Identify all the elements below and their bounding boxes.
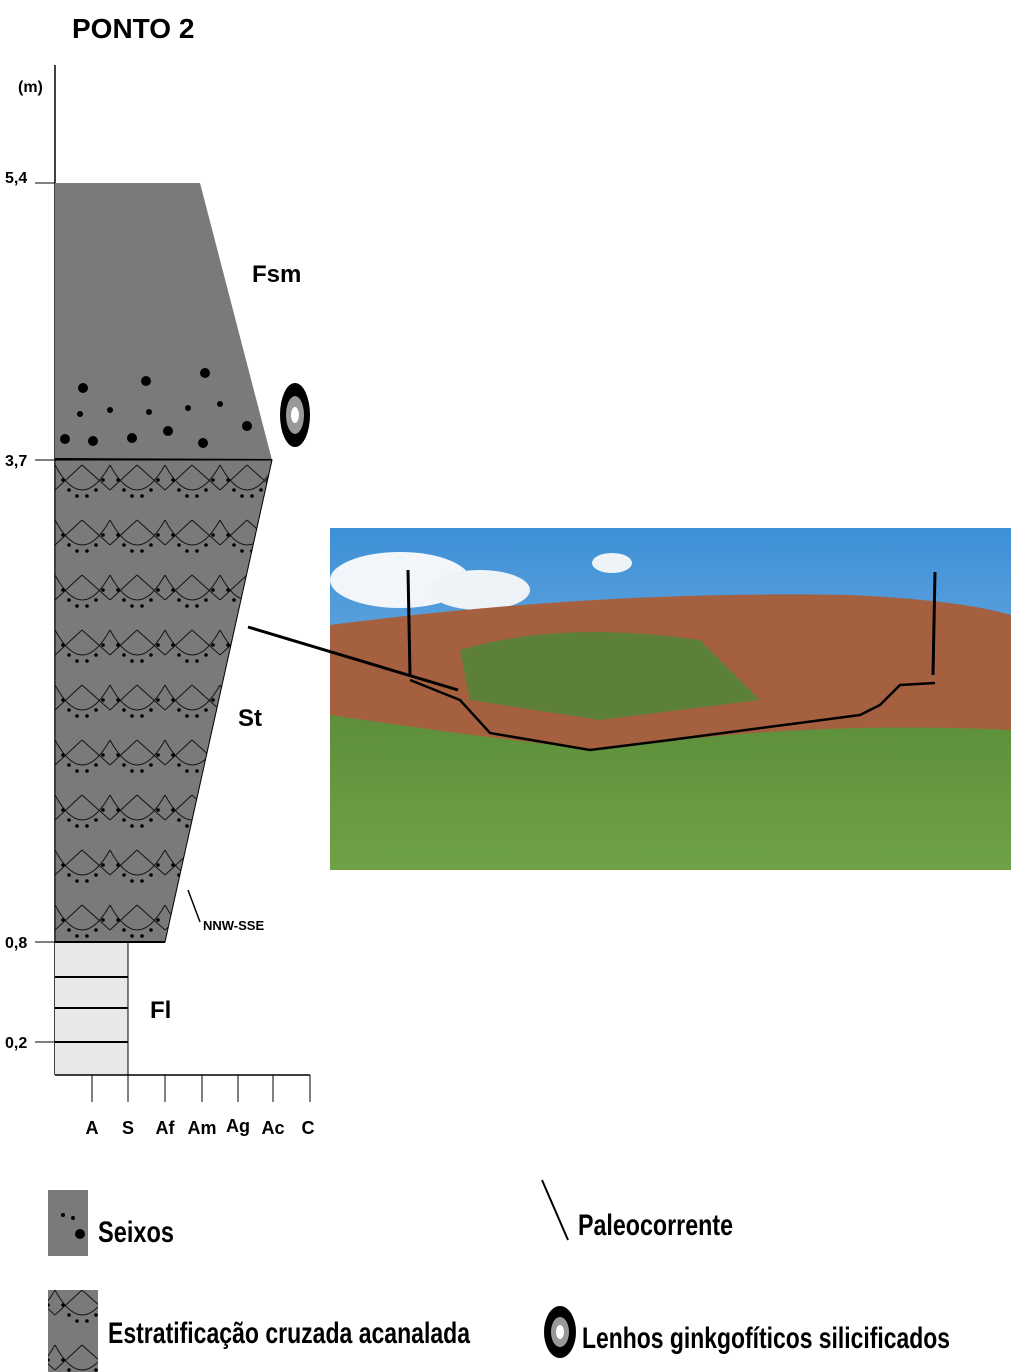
facies-label: Fl <box>150 997 171 1024</box>
stratigraphic-figure: PONTO 2 (m) 5,4 3,7 0,8 0,2 Fsm St NNW-S… <box>0 0 1011 1372</box>
wood-icon <box>280 383 310 447</box>
depth-label: 0,2 <box>5 1035 27 1052</box>
title: PONTO 2 <box>72 13 194 44</box>
fsm-layer <box>55 183 272 460</box>
depth-label: 0,8 <box>5 935 27 952</box>
facies-label: Fsm <box>252 261 301 288</box>
outcrop-photo <box>330 528 1011 870</box>
legend: Seixos Estratificação cruzada acanalada … <box>48 1180 950 1372</box>
legend-label: Paleocorrente <box>578 1209 733 1242</box>
legend-label: Seixos <box>98 1216 174 1249</box>
grain-label: C <box>302 1118 315 1138</box>
grain-label: Ag <box>226 1116 250 1136</box>
paleocurrent-arrow <box>188 890 200 922</box>
legend-label: Lenhos ginkgofíticos silicificados <box>582 1322 950 1355</box>
grain-label: Ac <box>261 1118 284 1138</box>
grain-label: Am <box>187 1118 216 1138</box>
depth-ticks: 5,4 3,7 0,8 0,2 <box>5 170 55 1052</box>
legend-swatch <box>48 1190 88 1256</box>
depth-label: 3,7 <box>5 453 27 470</box>
legend-label: Estratificação cruzada acanalada <box>108 1317 470 1350</box>
grain-label: A <box>86 1118 99 1138</box>
paleocurrent-label: NNW-SSE <box>203 918 264 933</box>
depth-label: 5,4 <box>5 170 27 187</box>
grain-label: Af <box>156 1118 176 1138</box>
legend-symbol <box>542 1180 568 1240</box>
legend-swatch <box>48 1290 98 1372</box>
facies-label: St <box>238 705 262 732</box>
grain-ticks <box>92 1075 310 1102</box>
unit: (m) <box>18 79 43 96</box>
grain-label: S <box>122 1118 134 1138</box>
st-layer <box>55 460 272 942</box>
